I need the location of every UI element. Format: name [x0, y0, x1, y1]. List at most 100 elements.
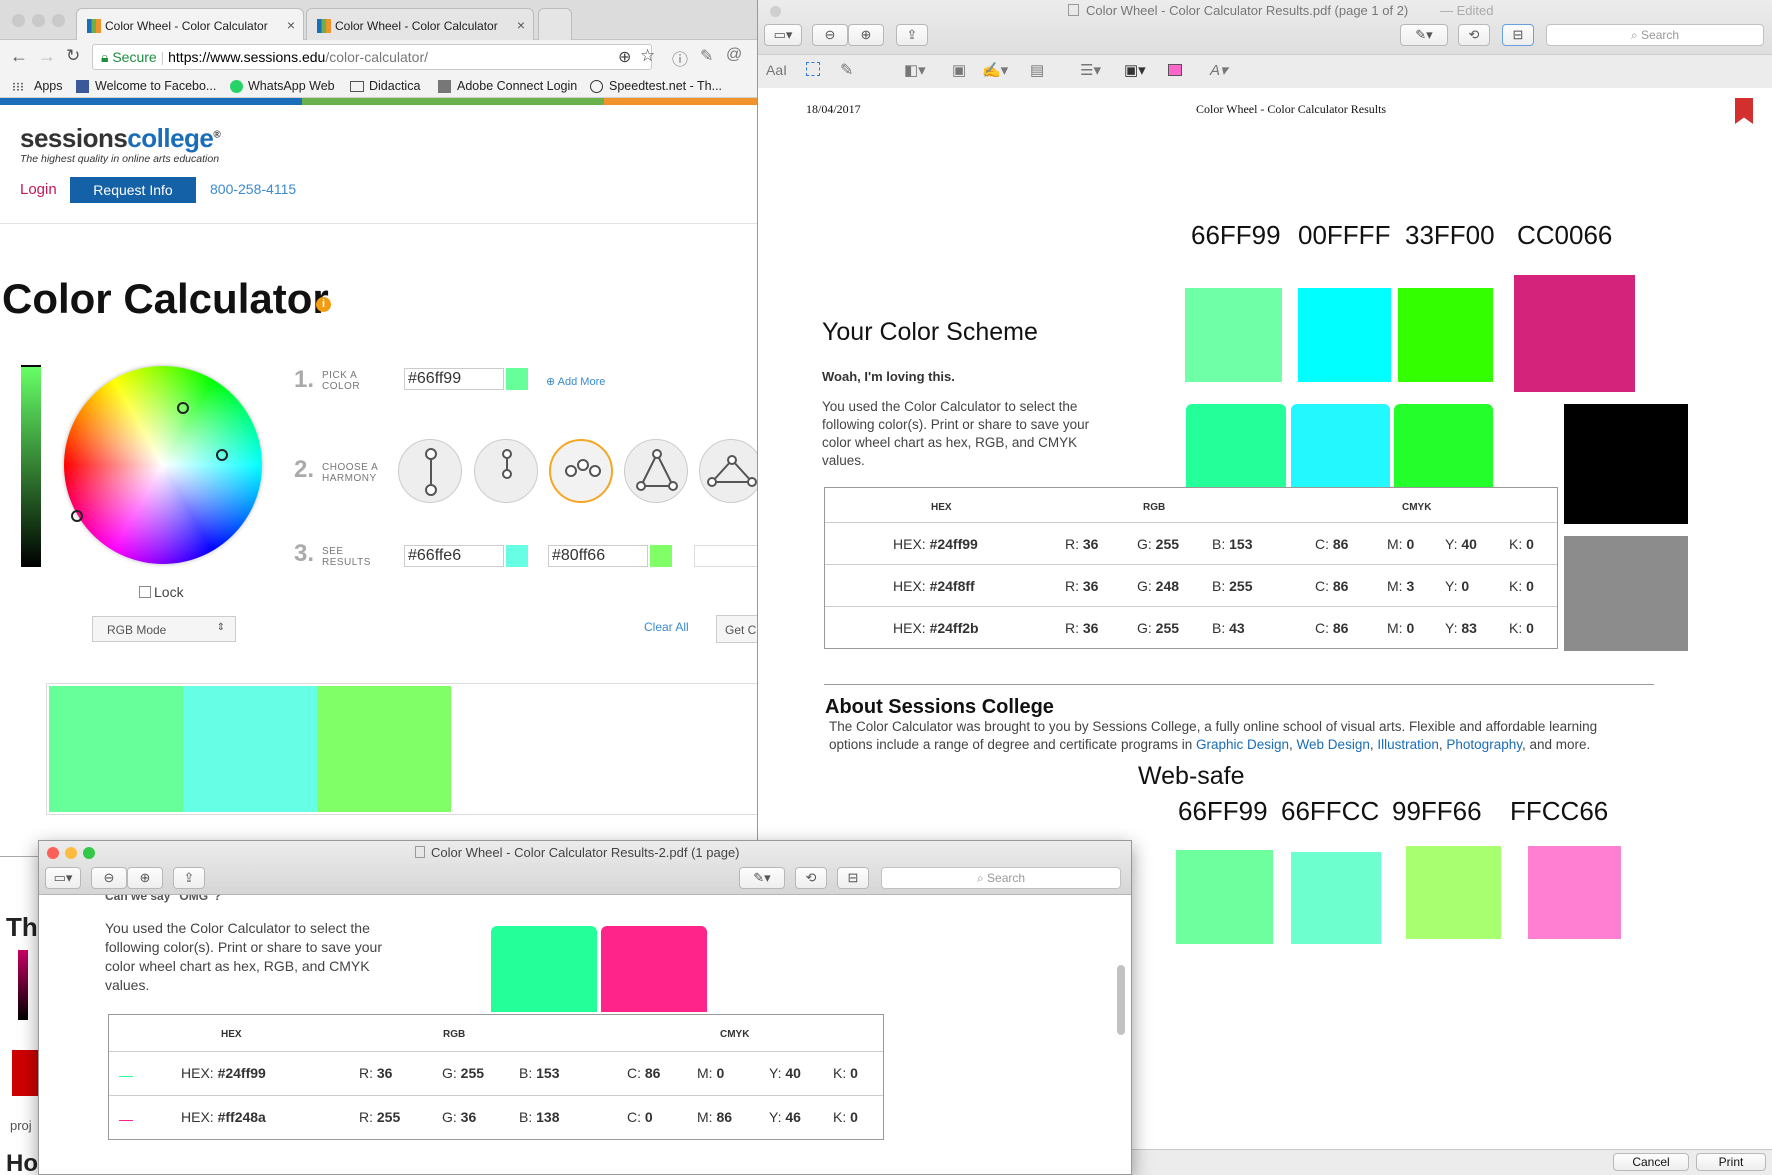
- rotate-icon[interactable]: ⟲: [795, 867, 827, 889]
- bookmark-whatsapp[interactable]: WhatsApp Web: [248, 79, 335, 93]
- rotate-icon[interactable]: ⟲: [1458, 24, 1490, 46]
- zoom-window-button[interactable]: [83, 847, 95, 859]
- search-field[interactable]: ⌕ Search: [1546, 24, 1764, 46]
- close-tab-icon[interactable]: ×: [286, 17, 295, 33]
- scheme-subtitle: Woah, I'm loving this.: [822, 369, 955, 384]
- bookmark-speedtest[interactable]: Speedtest.net - Th...: [609, 79, 723, 93]
- checkbox-icon[interactable]: [139, 586, 151, 598]
- wheel-handle-cyan[interactable]: [216, 449, 228, 461]
- eyedropper-extension-icon[interactable]: ✎: [700, 48, 714, 65]
- close-window-button[interactable]: [770, 6, 781, 17]
- toolbox-icon[interactable]: ⊟: [1502, 24, 1534, 46]
- clear-all-link[interactable]: Clear All: [644, 620, 689, 634]
- harmony-analogous-button[interactable]: [549, 439, 613, 503]
- sessions-college-logo[interactable]: sessionscollege®: [20, 123, 221, 153]
- bookmarks-bar: ⁝⁝⁝ Apps Welcome to Facebo... WhatsApp W…: [0, 76, 760, 98]
- wheel-handle-primary[interactable]: [177, 402, 189, 414]
- zoom-in-icon[interactable]: ⊕: [127, 867, 163, 889]
- address-bar[interactable]: 🔒︎ Secure | https://www.sessions.edu/col…: [92, 44, 652, 70]
- reload-icon[interactable]: ↻: [66, 46, 81, 65]
- sidebar-toggle-icon[interactable]: ▭▾: [45, 867, 81, 889]
- lock-checkbox[interactable]: Lock: [139, 584, 184, 600]
- border-color-icon[interactable]: ▣▾: [1124, 62, 1146, 79]
- extension-info-icon[interactable]: ⓘ: [672, 52, 689, 69]
- wheel-handle-green[interactable]: [71, 510, 83, 522]
- brightness-slider[interactable]: [21, 365, 41, 567]
- y-cell: Y: 46: [769, 1109, 801, 1125]
- bookmark-apps[interactable]: Apps: [34, 79, 63, 93]
- translate-icon[interactable]: ⊕: [618, 49, 632, 66]
- color-mode-select[interactable]: RGB Mode ⇕: [92, 616, 236, 642]
- markup-pen-icon[interactable]: ✎▾: [1400, 24, 1448, 46]
- print-button[interactable]: Print: [1696, 1153, 1766, 1171]
- share-icon[interactable]: ⇪: [173, 867, 205, 889]
- close-window-button[interactable]: [12, 14, 25, 27]
- bookmark-facebook[interactable]: Welcome to Facebo...: [95, 79, 217, 93]
- rect-selection-icon[interactable]: [806, 62, 820, 76]
- note-icon[interactable]: ▤: [1030, 62, 1045, 79]
- edited-label[interactable]: — Edited: [1440, 3, 1494, 18]
- text-style-icon[interactable]: AaI: [766, 62, 788, 78]
- apps-grid-icon[interactable]: ⁝⁝⁝: [12, 80, 24, 94]
- search-field[interactable]: ⌕ Search: [881, 867, 1121, 889]
- signature-icon[interactable]: ✍▾: [982, 62, 1009, 79]
- link-graphic-design[interactable]: Graphic Design: [1195, 737, 1290, 752]
- fill-color-icon[interactable]: [1168, 64, 1182, 76]
- star-bookmark-icon[interactable]: ☆: [640, 46, 656, 65]
- zoom-in-icon[interactable]: ⊕: [848, 24, 884, 46]
- sketch-icon[interactable]: ✎: [840, 62, 854, 79]
- harmony-split-button[interactable]: [474, 439, 538, 503]
- bookmark-ribbon-icon[interactable]: [1735, 98, 1753, 124]
- harmony-triad-button[interactable]: [624, 439, 688, 503]
- result-3-input[interactable]: [694, 545, 760, 567]
- text-box-icon[interactable]: ▣: [952, 62, 967, 79]
- new-tab-button[interactable]: [538, 8, 572, 40]
- zoom-out-icon[interactable]: ⊖: [91, 867, 127, 889]
- close-tab-icon[interactable]: ×: [516, 17, 525, 33]
- get-colors-button[interactable]: Get C: [716, 615, 760, 643]
- link-illustration[interactable]: Illustration: [1377, 737, 1439, 752]
- adobe-connect-icon: [438, 80, 451, 93]
- back-arrow-icon[interactable]: ←: [10, 46, 28, 66]
- phone-link[interactable]: 800-258-4115: [210, 181, 297, 197]
- tab-active[interactable]: Color Wheel - Color Calculator ×: [76, 8, 304, 40]
- close-window-button[interactable]: [47, 847, 59, 859]
- table-swatch-2: [601, 926, 707, 1012]
- vertical-scrollbar[interactable]: [1117, 965, 1125, 1035]
- add-more-link[interactable]: ⊕ Add More: [546, 376, 606, 388]
- markup-pen-icon[interactable]: ✎▾: [739, 867, 785, 889]
- minimize-window-button[interactable]: [65, 847, 77, 859]
- font-icon[interactable]: A▾: [1210, 62, 1228, 79]
- shapes-icon[interactable]: ◧▾: [904, 62, 926, 79]
- cancel-button[interactable]: Cancel: [1613, 1153, 1689, 1171]
- m-cell: M: 0: [1387, 536, 1415, 552]
- at-extension-icon[interactable]: @: [726, 46, 743, 63]
- tab-inactive[interactable]: Color Wheel - Color Calculator ×: [306, 8, 534, 40]
- share-icon[interactable]: ⇪: [896, 24, 928, 46]
- harmony-tetrad-button[interactable]: [699, 439, 760, 503]
- sidebar-toggle-icon[interactable]: ▭▾: [764, 24, 802, 46]
- info-icon[interactable]: i: [316, 297, 331, 312]
- cut-body-text: proj: [10, 1118, 32, 1133]
- pick-color-input[interactable]: [404, 368, 504, 390]
- request-info-button[interactable]: Request Info: [70, 177, 196, 203]
- result-2-input[interactable]: [548, 545, 648, 567]
- tab-title: Color Wheel - Color Calculator: [105, 19, 268, 33]
- link-web-design[interactable]: Web Design: [1296, 737, 1370, 752]
- zoom-out-icon[interactable]: ⊖: [812, 24, 848, 46]
- toolbox-icon[interactable]: ⊟: [837, 867, 869, 889]
- zoom-window-button[interactable]: [52, 14, 65, 27]
- minimize-window-button[interactable]: [32, 14, 45, 27]
- bookmark-adobe-connect[interactable]: Adobe Connect Login: [457, 79, 578, 93]
- bookmark-didactica[interactable]: Didactica: [369, 79, 421, 93]
- scheme-body: You used the Color Calculator to select …: [822, 399, 1090, 468]
- login-link[interactable]: Login: [20, 181, 57, 198]
- scheme-title: Your Color Scheme: [822, 318, 1038, 346]
- line-style-icon[interactable]: ☰▾: [1080, 62, 1101, 79]
- link-photography[interactable]: Photography: [1446, 737, 1522, 752]
- harmony-complementary-button[interactable]: [398, 439, 462, 503]
- forward-arrow-icon[interactable]: →: [38, 46, 56, 66]
- table-row: HEX: #24ff99 R: 36 G: 255 B: 153 C: 86 M…: [109, 1051, 883, 1095]
- color-wheel[interactable]: [64, 366, 262, 564]
- result-1-input[interactable]: [404, 545, 504, 567]
